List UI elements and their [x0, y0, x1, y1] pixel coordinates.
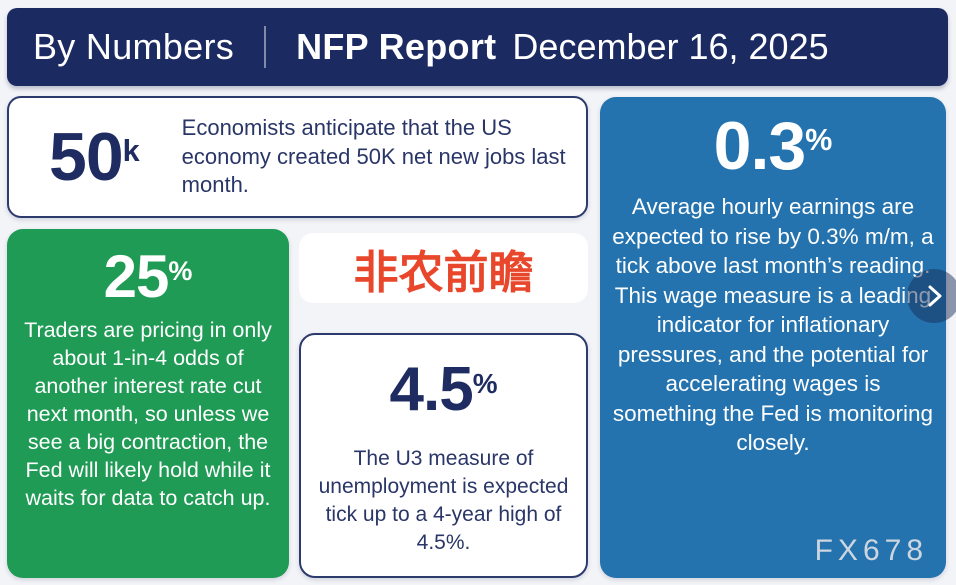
header-report-date: December 16, 2025: [512, 26, 829, 67]
carousel-next-button[interactable]: [907, 269, 956, 323]
header-divider: [264, 26, 267, 68]
chevron-right-icon: [919, 281, 949, 311]
card-nfp-preview-label: 非农前瞻: [299, 233, 588, 303]
rate-cut-number: 25: [103, 243, 170, 310]
nfp-preview-text: 非农前瞻: [353, 245, 534, 299]
jobs-description: Economists anticipate that the US econom…: [181, 115, 566, 198]
card-rate-cut-odds: 25% Traders are pricing in only about 1-…: [7, 229, 289, 578]
jobs-value: 50k: [49, 123, 140, 191]
jobs-number: 50: [49, 119, 124, 195]
card-hourly-earnings: 0.3% Average hourly earnings are expecte…: [600, 97, 946, 578]
card-jobs-estimate: 50k Economists anticipate that the US ec…: [7, 96, 588, 218]
rate-cut-unit: %: [168, 256, 193, 287]
header-report-title: NFP Report: [296, 26, 497, 67]
unemployment-value: 4.5%: [311, 359, 576, 421]
earnings-description: Average hourly earnings are expected to …: [612, 194, 934, 456]
earnings-number: 0.3: [713, 108, 807, 184]
unemployment-description: The U3 measure of unemployment is expect…: [318, 447, 569, 554]
earnings-unit: %: [805, 123, 833, 158]
header-section-label: By Numbers: [33, 26, 235, 67]
unemployment-unit: %: [472, 367, 498, 399]
unemployment-number: 4.5: [389, 355, 473, 424]
watermark-fx678: FX678: [814, 534, 928, 567]
card-unemployment: 4.5% The U3 measure of unemployment is e…: [299, 333, 588, 578]
earnings-value: 0.3%: [611, 108, 935, 184]
jobs-unit: k: [122, 134, 140, 169]
header-bar: By Numbers NFP Report December 16, 2025: [7, 8, 948, 86]
rate-cut-value: 25%: [15, 245, 281, 308]
rate-cut-description: Traders are pricing in only about 1-in-4…: [24, 318, 272, 510]
